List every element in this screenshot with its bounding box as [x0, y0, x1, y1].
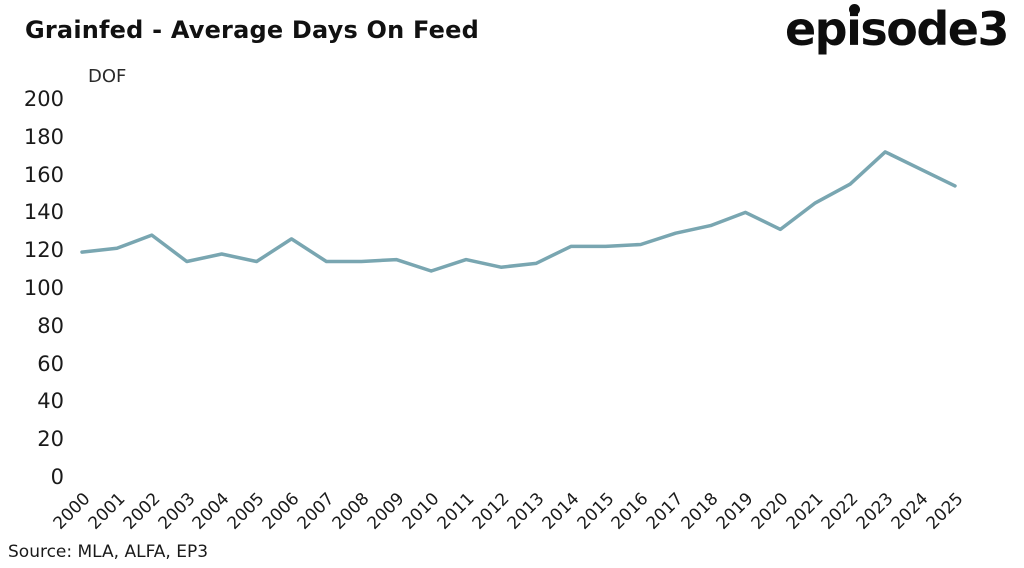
x-tick-label: 2024: [887, 489, 933, 534]
x-tick-label: 2022: [817, 489, 863, 534]
x-tick-label: 2003: [154, 489, 199, 534]
logo-text: episode3: [784, 2, 1010, 56]
y-axis-title: DOF: [88, 66, 127, 87]
x-tick-label: 2000: [49, 489, 95, 534]
chart-title: Grainfed - Average Days On Feed: [25, 16, 479, 44]
source-note: Source: MLA, ALFA, EP3: [8, 542, 209, 562]
x-tick-label: 2010: [398, 489, 444, 534]
episode3-logo: episode3: [784, 2, 1010, 56]
y-tick-label: 180: [23, 124, 64, 149]
y-tick-label: 160: [23, 162, 64, 187]
x-tick-label: 2004: [189, 489, 234, 534]
x-tick-label: 2019: [712, 489, 758, 534]
x-tick-label: 2015: [573, 489, 618, 534]
y-tick-label: 140: [23, 200, 64, 225]
y-tick-label: 80: [37, 313, 64, 338]
x-tick-label: 2006: [258, 489, 304, 534]
x-tick-label: 2017: [643, 489, 688, 534]
x-tick-label: 2008: [328, 489, 374, 534]
x-tick-label: 2020: [747, 489, 793, 534]
y-tick-label: 40: [37, 389, 64, 414]
y-tick-label: 0: [50, 465, 64, 489]
x-tick-label: 2012: [468, 489, 514, 534]
x-tick-label: 2005: [224, 489, 269, 534]
x-tick-label: 2014: [538, 489, 584, 534]
y-tick-label: 100: [23, 276, 64, 300]
x-tick-label: 2021: [782, 489, 828, 534]
x-tick-label: 2009: [363, 489, 409, 534]
x-tick-label: 2001: [84, 489, 130, 534]
x-tick-label: 2013: [503, 489, 549, 534]
x-tick-label: 2023: [852, 489, 898, 534]
x-tick-label: 2007: [293, 489, 339, 534]
x-tick-label: 2025: [922, 489, 968, 534]
x-tick-label: 2016: [608, 489, 653, 534]
x-tick-label: 2011: [433, 489, 479, 534]
y-tick-label: 60: [37, 351, 64, 376]
x-tick-label: 2002: [119, 489, 164, 534]
x-tick-label: 2018: [677, 489, 723, 534]
y-tick-label: 20: [37, 427, 64, 452]
logo-dot-icon: [848, 4, 860, 15]
y-tick-label: 120: [23, 238, 64, 263]
y-tick-label: 200: [23, 87, 64, 111]
